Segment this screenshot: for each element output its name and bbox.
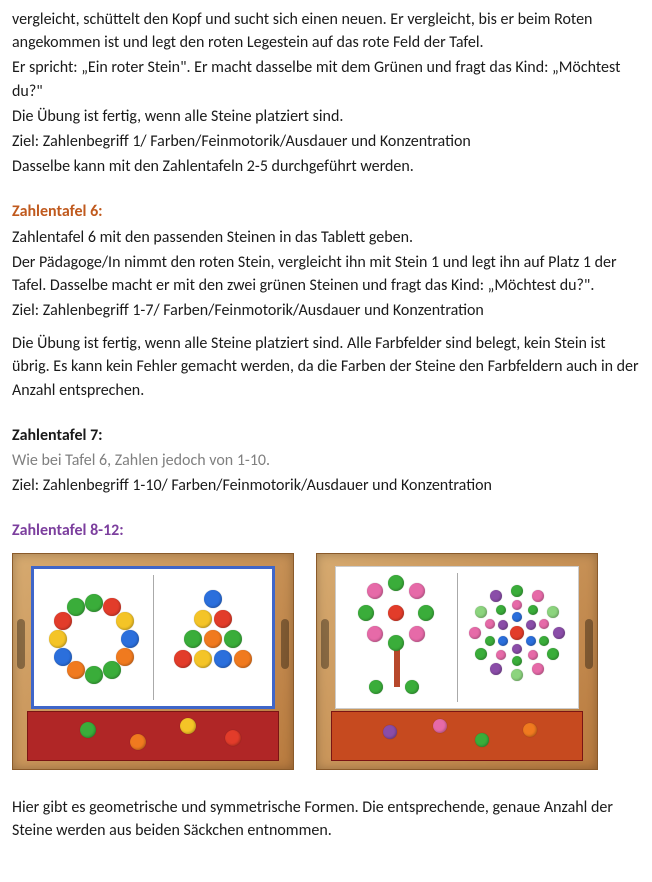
legestein-dot <box>490 590 502 602</box>
legestein-dot <box>409 583 425 599</box>
legestein-dot <box>485 636 495 646</box>
body-paragraph: Wie bei Tafel 6, Zahlen jedoch von 1-10. <box>12 449 640 472</box>
legestein-dot <box>184 630 202 648</box>
legestein-dot <box>532 590 544 602</box>
legestein-dot <box>532 663 544 675</box>
tray-image-b <box>316 553 598 770</box>
legestein-dot <box>383 725 397 739</box>
body-paragraph: Der Pädagoge/In nimmt den roten Stein, v… <box>12 251 640 297</box>
heading-zahlentafel-7: Zahlentafel 7: <box>12 424 640 447</box>
legestein-dot <box>475 648 487 660</box>
legestein-dot <box>388 605 404 621</box>
legestein-dot <box>194 650 212 668</box>
legestein-dot <box>498 636 508 646</box>
legestein-dot <box>130 734 146 750</box>
legestein-dot <box>174 650 192 668</box>
legestein-dot <box>214 650 232 668</box>
legestein-dot <box>553 627 565 639</box>
legestein-dot <box>511 585 523 597</box>
legestein-dot <box>510 626 524 640</box>
legestein-dot <box>225 730 241 746</box>
legestein-dot <box>121 630 139 648</box>
card <box>335 566 579 709</box>
body-paragraph: Die Übung ist fertig, wenn alle Steine p… <box>12 332 640 402</box>
legestein-dot <box>475 606 487 618</box>
legestein-dot <box>547 606 559 618</box>
legestein-dot <box>512 600 522 610</box>
tray-handle-icon <box>281 619 289 669</box>
legestein-dot <box>80 722 96 738</box>
legestein-dot <box>512 612 522 622</box>
legestein-dot <box>54 648 72 666</box>
tray-felt <box>27 711 279 761</box>
legestein-dot <box>539 636 549 646</box>
legestein-dot <box>528 605 538 615</box>
legestein-dot <box>511 669 523 681</box>
legestein-dot <box>67 661 85 679</box>
body-paragraph: Ziel: Zahlenbegriff 1/ Farben/Feinmotori… <box>12 130 640 153</box>
legestein-dot <box>526 620 536 630</box>
legestein-dot <box>49 630 67 648</box>
legestein-dot <box>498 620 508 630</box>
legestein-dot <box>475 733 489 747</box>
legestein-dot <box>54 612 72 630</box>
tray-handle-icon <box>321 619 329 669</box>
legestein-dot <box>85 666 103 684</box>
legestein-dot <box>234 650 252 668</box>
legestein-dot <box>512 656 522 666</box>
legestein-dot <box>116 612 134 630</box>
legestein-dot <box>496 650 506 660</box>
legestein-dot <box>204 590 222 608</box>
legestein-dot <box>367 583 383 599</box>
legestein-dot <box>204 630 222 648</box>
legestein-dot <box>358 605 374 621</box>
body-paragraph: Er spricht: „Ein roter Stein". Er macht … <box>12 56 640 102</box>
legestein-dot <box>116 648 134 666</box>
legestein-dot <box>418 605 434 621</box>
heading-zahlentafel-6: Zahlentafel 6: <box>12 200 640 223</box>
legestein-dot <box>194 610 212 628</box>
legestein-dot <box>469 627 481 639</box>
legestein-dot <box>485 619 495 629</box>
legestein-dot <box>214 610 232 628</box>
legestein-dot <box>496 605 506 615</box>
legestein-dot <box>409 626 425 642</box>
heading-zahlentafel-8-12: Zahlentafel 8-12: <box>12 519 640 542</box>
legestein-dot <box>512 644 522 654</box>
legestein-dot <box>388 575 404 591</box>
legestein-dot <box>433 719 447 733</box>
tray-image-a <box>12 553 294 770</box>
tray-handle-icon <box>585 619 593 669</box>
legestein-dot <box>103 661 121 679</box>
image-row <box>12 553 640 770</box>
legestein-dot <box>528 650 538 660</box>
legestein-dot <box>547 648 559 660</box>
body-paragraph: vergleicht, schüttelt den Kopf und sucht… <box>12 8 640 54</box>
legestein-dot <box>369 680 383 694</box>
legestein-dot <box>388 635 404 651</box>
legestein-dot <box>405 680 419 694</box>
legestein-dot <box>526 636 536 646</box>
legestein-dot <box>523 723 537 737</box>
body-paragraph: Zahlentafel 6 mit den passenden Steinen … <box>12 226 640 249</box>
legestein-dot <box>539 619 549 629</box>
body-paragraph: Ziel: Zahlenbegriff 1-10/ Farben/Feinmot… <box>12 474 640 497</box>
legestein-dot <box>85 594 103 612</box>
legestein-dot <box>67 598 85 616</box>
body-paragraph: Die Übung ist fertig, wenn alle Steine p… <box>12 105 640 128</box>
body-paragraph: Ziel: Zahlenbegriff 1-7/ Farben/Feinmoto… <box>12 299 640 322</box>
legestein-dot <box>490 663 502 675</box>
body-paragraph: Dasselbe kann mit den Zahlentafeln 2-5 d… <box>12 155 640 178</box>
card <box>31 566 275 709</box>
body-paragraph: Hier gibt es geometrische und symmetrisc… <box>12 796 640 842</box>
tray-felt <box>331 711 583 761</box>
tray-handle-icon <box>17 619 25 669</box>
legestein-dot <box>367 626 383 642</box>
legestein-dot <box>224 630 242 648</box>
legestein-dot <box>180 718 196 734</box>
